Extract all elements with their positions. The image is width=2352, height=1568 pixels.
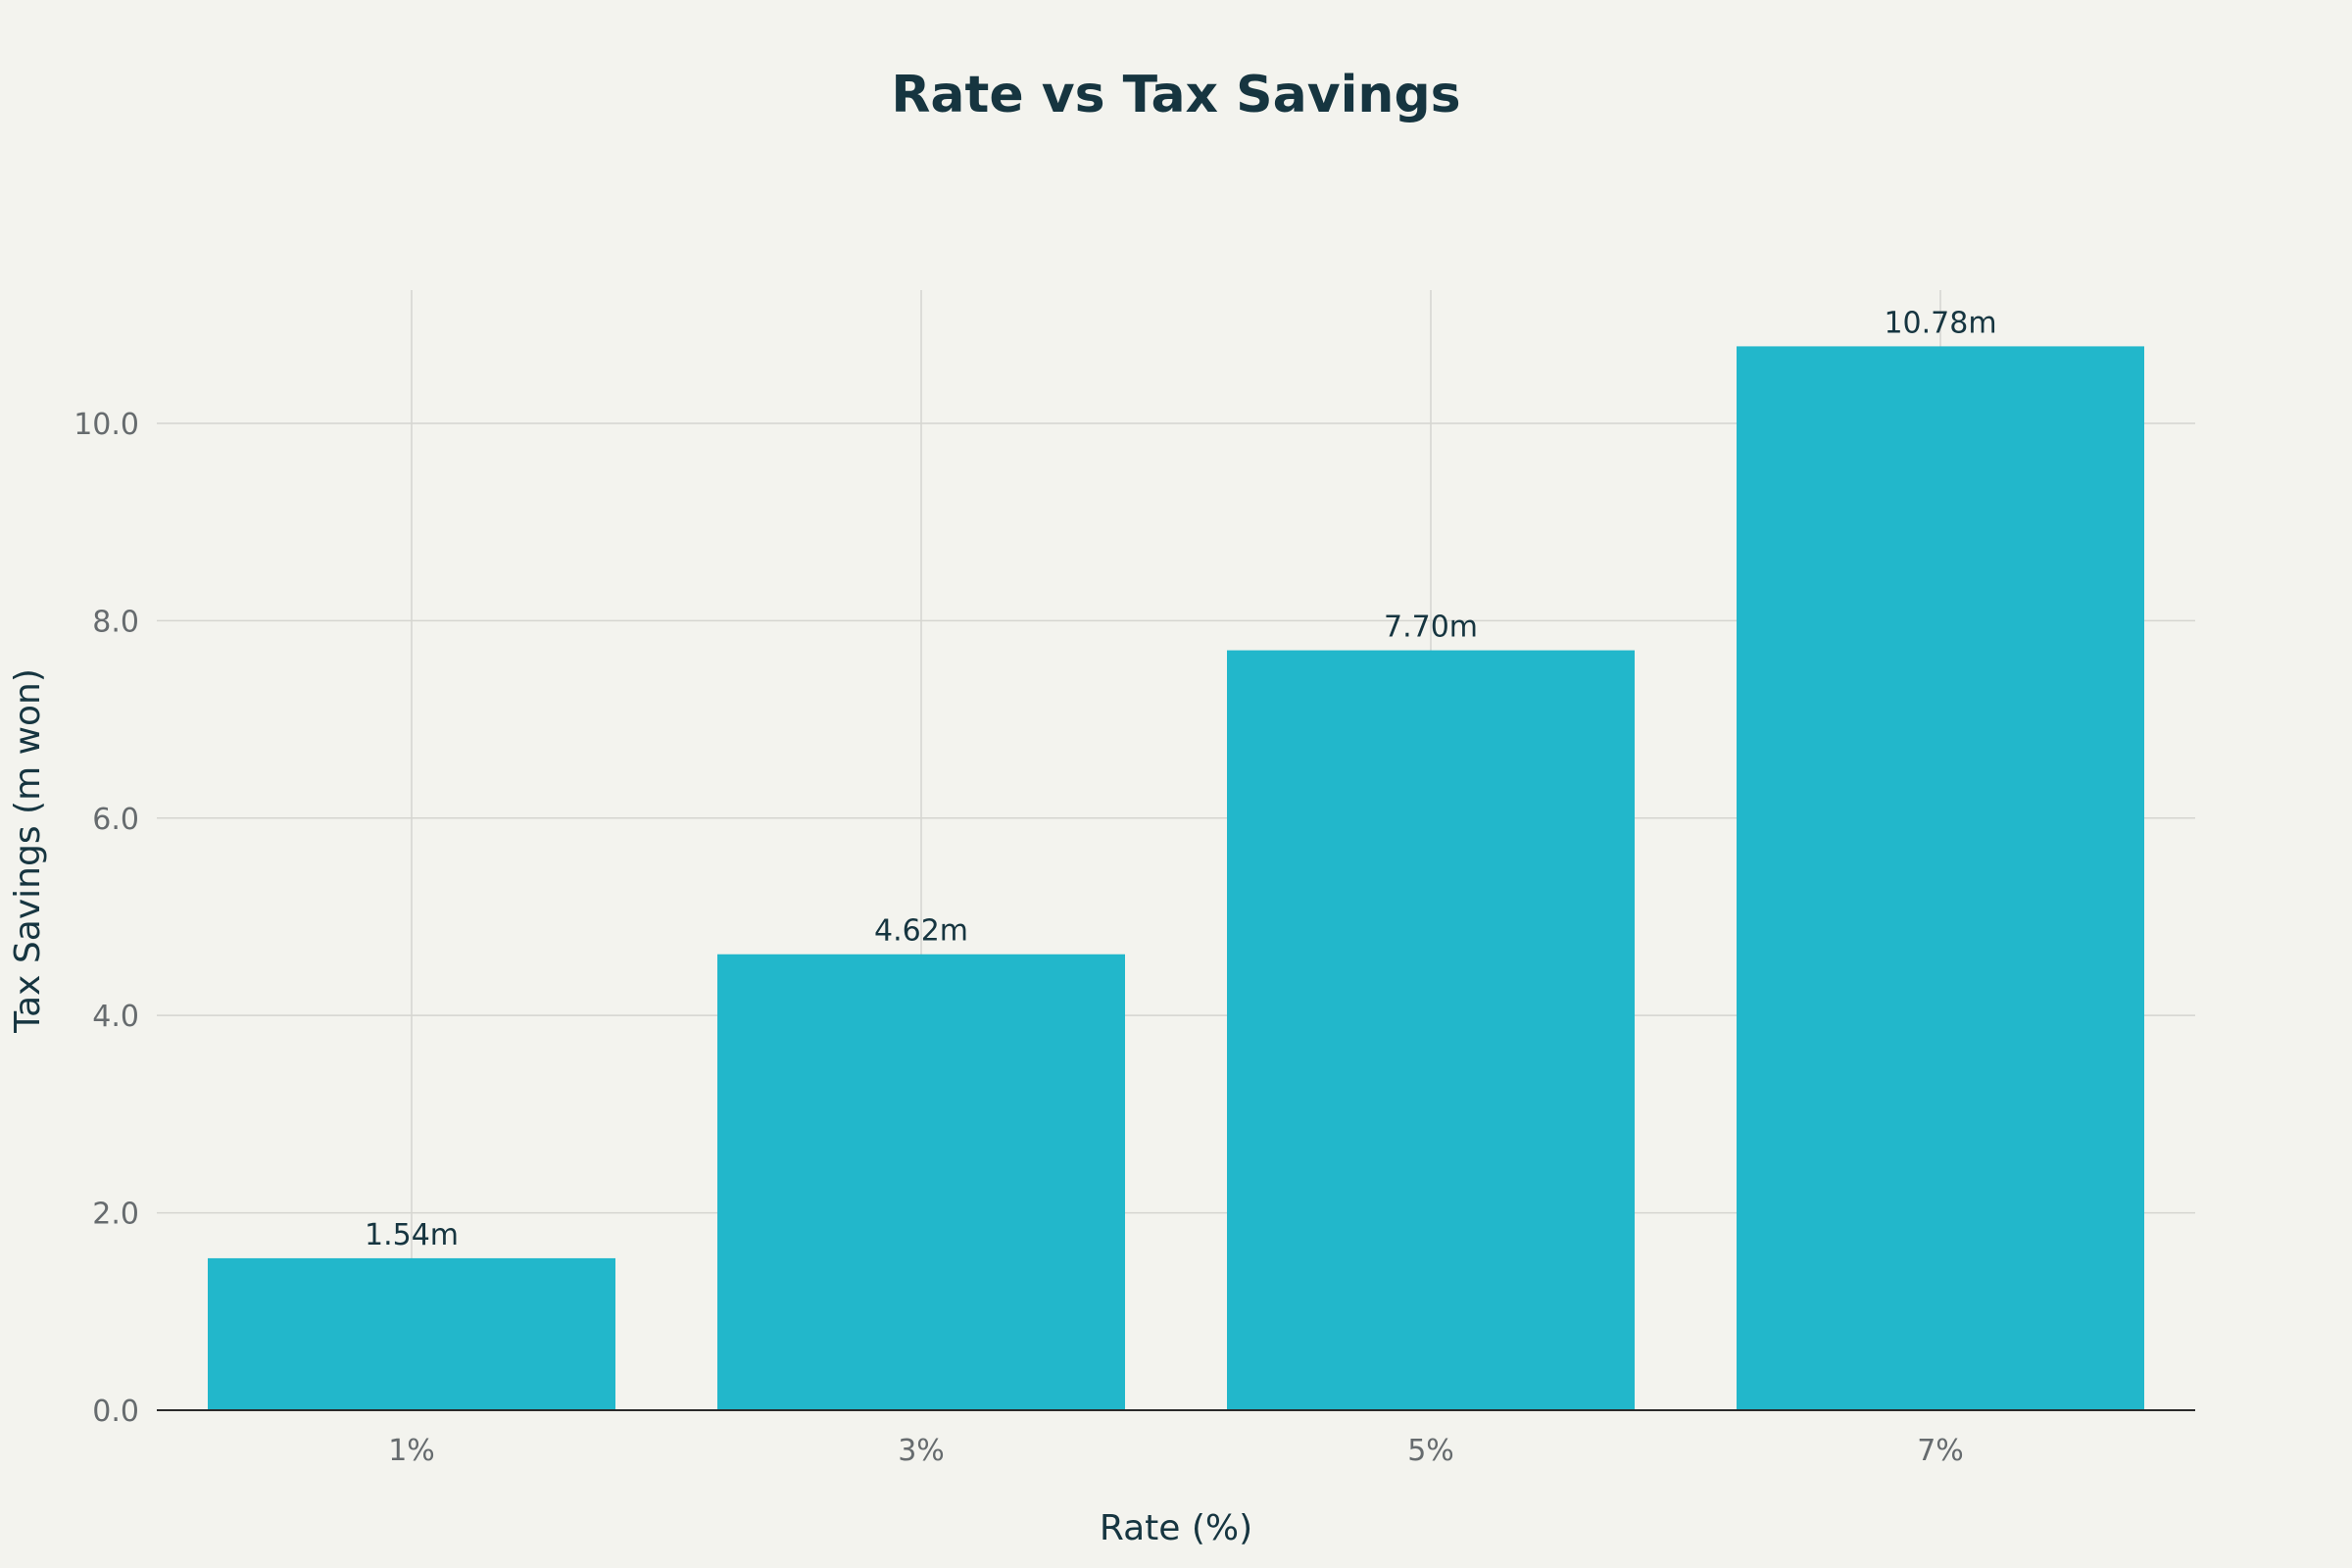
y-tick-label: 0.0 xyxy=(92,1395,139,1429)
bar xyxy=(208,1257,615,1410)
x-tick-label: 1% xyxy=(388,1434,435,1468)
labels-layer: 0.0 2.0 4.0 6.0 8.0 10.0 1.54m 1% 4.62m 3% 7.70m 5%… xyxy=(74,306,1996,1468)
bar xyxy=(717,954,1125,1410)
y-axis-title: Tax Savings (m won) xyxy=(8,668,48,1034)
bar-data-label: 4.62m xyxy=(874,914,968,949)
y-tick-label: 6.0 xyxy=(92,803,139,837)
x-axis-title: Rate (%) xyxy=(1100,1508,1252,1548)
x-tick-label: 5% xyxy=(1407,1434,1454,1468)
x-tick-label: 7% xyxy=(1917,1434,1964,1468)
chart-title: Rate vs Tax Savings xyxy=(891,66,1460,124)
bar xyxy=(1737,346,2144,1411)
bar-data-label: 1.54m xyxy=(365,1218,459,1252)
y-tick-label: 4.0 xyxy=(92,1000,139,1034)
y-tick-label: 8.0 xyxy=(92,605,139,639)
x-tick-label: 3% xyxy=(898,1434,945,1468)
bars-layer xyxy=(208,346,2144,1411)
y-tick-label: 10.0 xyxy=(74,408,139,442)
y-tick-label: 2.0 xyxy=(92,1198,139,1232)
bar xyxy=(1227,650,1635,1410)
bar-data-label: 7.70m xyxy=(1384,611,1478,645)
bar-data-label: 10.78m xyxy=(1884,306,1996,340)
